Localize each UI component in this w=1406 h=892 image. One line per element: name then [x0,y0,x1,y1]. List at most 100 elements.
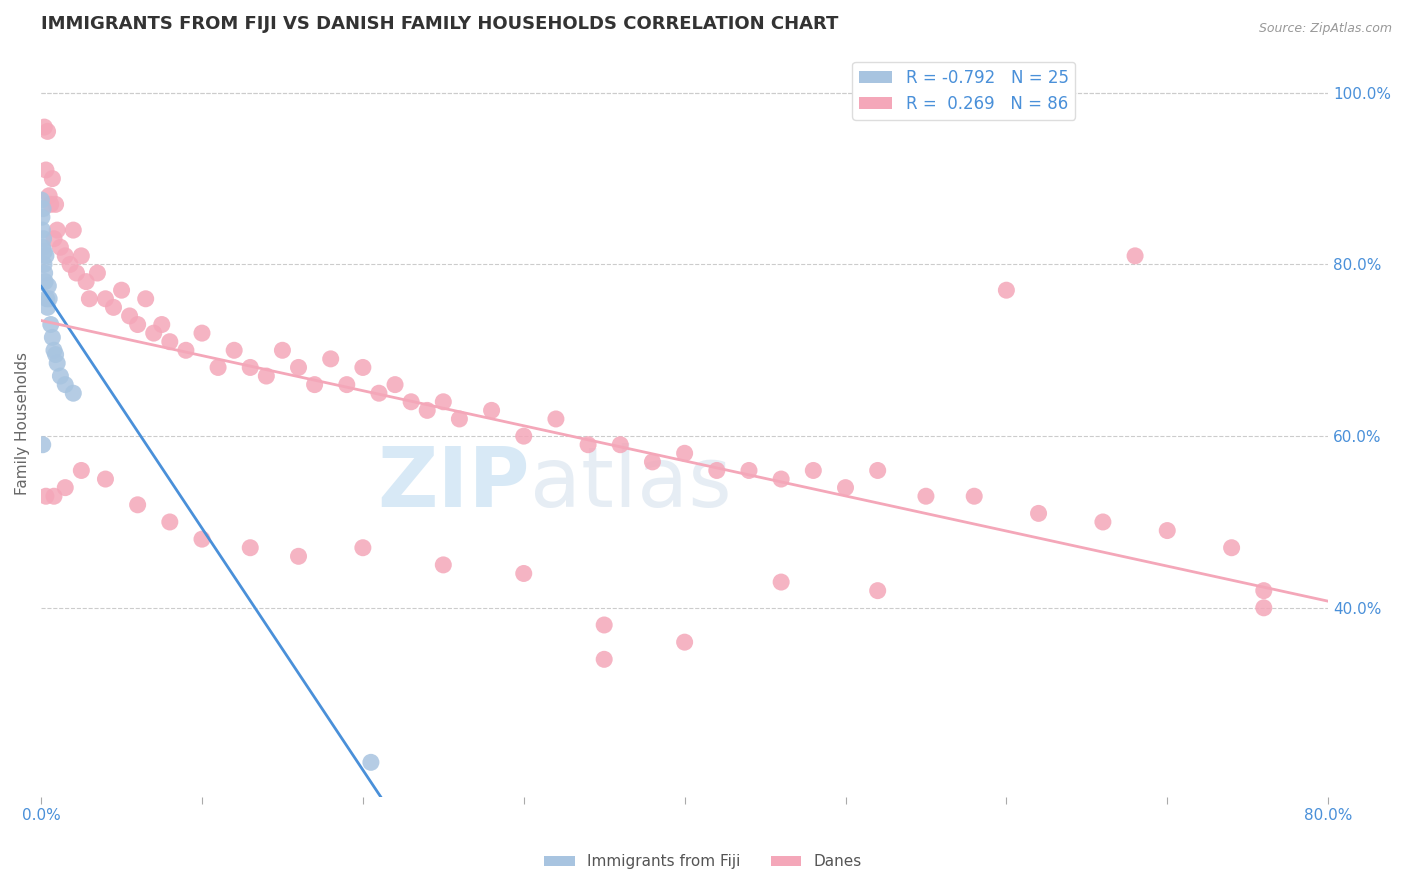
Point [62,386,84,401]
Point [191,532,214,546]
Point [1220,541,1243,555]
Point [352,541,374,555]
Point [432,394,454,409]
Point [207,360,229,375]
Point [70,463,93,477]
Point [159,334,181,349]
Point [31,438,53,452]
Point [70,249,93,263]
Point [432,558,454,572]
Point [1123,249,1146,263]
Point [34,275,56,289]
Point [866,583,889,598]
Text: Source: ZipAtlas.com: Source: ZipAtlas.com [1258,22,1392,36]
Point [449,412,471,426]
Point [35,249,58,263]
Point [239,360,262,375]
Point [41,330,63,344]
Point [46,223,69,237]
Point [94,292,117,306]
Point [49,240,72,254]
Point [1156,524,1178,538]
Point [34,244,56,259]
Point [127,498,149,512]
Point [38,188,60,202]
Point [304,377,326,392]
Point [673,446,696,460]
Point [254,369,277,384]
Point [513,566,536,581]
Point [191,326,214,340]
Point [86,266,108,280]
Point [609,438,631,452]
Point [336,377,359,392]
Point [79,292,101,306]
Point [103,301,125,315]
Point [352,360,374,375]
Point [127,318,149,332]
Point [37,301,59,315]
Point [135,292,157,306]
Point [59,257,82,271]
Point [118,309,141,323]
Point [38,292,60,306]
Point [35,489,58,503]
Point [34,120,56,134]
Point [738,463,761,477]
Point [593,618,616,632]
Point [963,489,986,503]
Point [32,202,55,216]
Point [915,489,938,503]
Point [39,197,62,211]
Point [673,635,696,649]
Point [319,351,342,366]
Point [110,283,132,297]
Point [32,257,55,271]
Point [45,348,67,362]
Point [513,429,536,443]
Point [995,283,1018,297]
Point [641,455,664,469]
Legend: R = -0.792   N = 25, R =  0.269   N = 86: R = -0.792 N = 25, R = 0.269 N = 86 [852,62,1076,120]
Point [142,326,165,340]
Point [49,369,72,384]
Point [481,403,503,417]
Text: atlas: atlas [530,442,733,524]
Point [31,240,53,254]
Point [770,472,793,486]
Point [368,386,391,401]
Point [32,232,55,246]
Point [53,249,76,263]
Point [42,489,65,503]
Point [31,223,53,237]
Point [45,197,67,211]
Point [1091,515,1114,529]
Point [53,377,76,392]
Point [360,756,382,770]
Point [593,652,616,666]
Point [239,541,262,555]
Point [150,318,173,332]
Point [287,360,309,375]
Point [94,472,117,486]
Text: IMMIGRANTS FROM FIJI VS DANISH FAMILY HOUSEHOLDS CORRELATION CHART: IMMIGRANTS FROM FIJI VS DANISH FAMILY HO… [41,15,838,33]
Point [46,356,69,370]
Point [271,343,294,358]
Point [30,193,52,207]
Point [159,515,181,529]
Point [576,438,599,452]
Point [224,343,246,358]
Point [384,377,406,392]
Text: ZIP: ZIP [378,442,530,524]
Point [42,232,65,246]
Point [31,211,53,225]
Point [34,266,56,280]
Point [41,171,63,186]
Point [1253,600,1275,615]
Point [834,481,856,495]
Point [37,124,59,138]
Point [35,292,58,306]
Point [39,318,62,332]
Point [866,463,889,477]
Point [42,343,65,358]
